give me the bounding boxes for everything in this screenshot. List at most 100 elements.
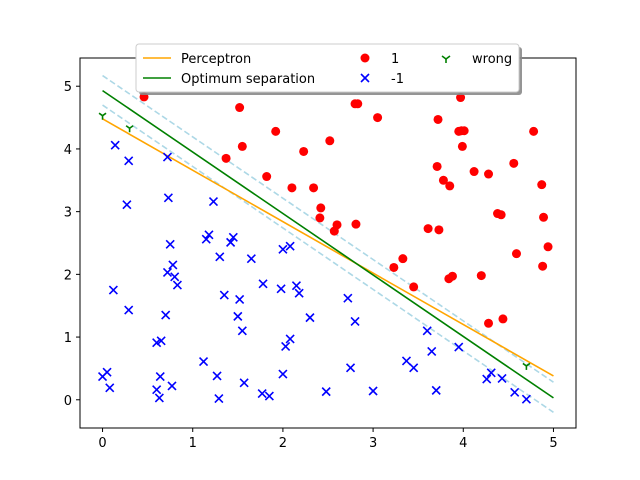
legend-swatch-positive — [360, 53, 370, 63]
positive-point — [496, 210, 506, 220]
y-tick-label: 0 — [64, 394, 72, 409]
positive-point — [309, 183, 319, 193]
positive-point — [434, 225, 444, 235]
positive-point — [432, 161, 442, 171]
negative-point — [291, 281, 302, 291]
positive-point — [389, 262, 399, 272]
negative-point — [163, 193, 173, 203]
y-tick-label: 3 — [64, 206, 72, 221]
legend-swatch-wrong — [441, 55, 451, 63]
positive-point — [409, 282, 419, 292]
legend-label-perceptron: Perceptron — [181, 52, 251, 67]
positive-point — [445, 181, 455, 191]
negative-point — [108, 285, 118, 295]
negative-point — [152, 385, 162, 395]
negative-point — [237, 326, 247, 336]
positive-point — [235, 103, 245, 113]
negative-point — [102, 367, 112, 377]
negative-point — [165, 239, 175, 249]
negative-point — [343, 293, 353, 303]
positive-point — [447, 271, 457, 281]
legend-label-optimum: Optimum separation — [181, 72, 315, 87]
x-tick-label: 0 — [98, 436, 106, 451]
positive-point — [539, 212, 549, 222]
points-layer — [97, 92, 553, 404]
negative-point — [246, 254, 256, 264]
positive-point — [438, 175, 448, 185]
positive-point — [537, 180, 547, 190]
negative-point — [219, 290, 229, 300]
negative-point — [321, 387, 331, 397]
positive-point — [509, 158, 519, 168]
negative-point — [368, 386, 378, 396]
positive-point — [484, 318, 494, 328]
positive-point — [423, 224, 433, 234]
negative-point — [510, 387, 520, 397]
negative-point — [124, 305, 134, 315]
negative-point — [198, 356, 209, 367]
negative-point — [124, 156, 134, 166]
positive-point — [316, 203, 326, 213]
negative-point — [258, 279, 268, 289]
positive-point — [511, 249, 521, 259]
y-tick-label: 5 — [64, 80, 72, 95]
negative-point — [422, 326, 432, 336]
x-tick-label: 4 — [459, 436, 467, 451]
negative-point — [239, 378, 249, 388]
y-tick-label: 1 — [64, 331, 72, 346]
negative-point — [497, 373, 507, 384]
negative-point — [233, 311, 243, 321]
negative-point — [172, 280, 182, 290]
negative-point — [162, 152, 173, 162]
negative-point — [345, 363, 356, 373]
negative-point — [212, 371, 222, 381]
lines-layer — [102, 74, 554, 413]
wrong-point — [522, 362, 531, 370]
positive-point — [237, 141, 247, 151]
legend-box — [135, 43, 520, 93]
negative-point — [161, 310, 171, 320]
legend-label-wrong: wrong — [472, 52, 512, 67]
negative-point — [285, 241, 295, 251]
positive-point — [457, 141, 467, 151]
negative-point — [486, 368, 496, 378]
y-axis: 0 1 2 3 4 5 — [64, 80, 80, 409]
negative-point — [122, 200, 132, 210]
negative-point — [215, 252, 225, 262]
negative-point — [204, 230, 214, 240]
negative-point — [285, 334, 295, 344]
negative-point — [427, 346, 437, 357]
negative-point — [155, 372, 165, 382]
negative-point — [294, 288, 304, 298]
wrong-point — [125, 125, 134, 133]
negative-point — [278, 369, 288, 379]
positive-point — [529, 126, 539, 136]
positive-point — [271, 126, 281, 136]
negative-point — [401, 356, 412, 366]
x-axis: 0 1 2 3 4 5 — [98, 428, 558, 451]
positive-point — [498, 314, 508, 324]
negative-point — [154, 393, 164, 403]
y-tick-label: 4 — [64, 143, 72, 158]
x-tick-label: 5 — [549, 436, 557, 451]
positive-point — [353, 99, 363, 109]
positive-point — [262, 172, 272, 182]
positive-point — [325, 136, 335, 146]
negative-point — [214, 393, 224, 404]
negative-point — [264, 391, 274, 401]
negative-point — [305, 313, 315, 323]
negative-point — [482, 374, 492, 384]
x-tick-label: 3 — [369, 436, 377, 451]
margin-line-upper — [102, 74, 554, 383]
negative-point — [235, 294, 245, 305]
positive-point — [459, 126, 469, 136]
positive-point — [433, 114, 443, 124]
positive-point — [484, 169, 494, 179]
negative-point — [257, 388, 267, 399]
optimum-separation-line — [102, 89, 554, 399]
positive-point — [221, 153, 231, 163]
negative-point — [350, 316, 360, 326]
negative-point — [228, 232, 238, 242]
negative-point — [208, 197, 219, 207]
negative-point — [521, 394, 531, 404]
